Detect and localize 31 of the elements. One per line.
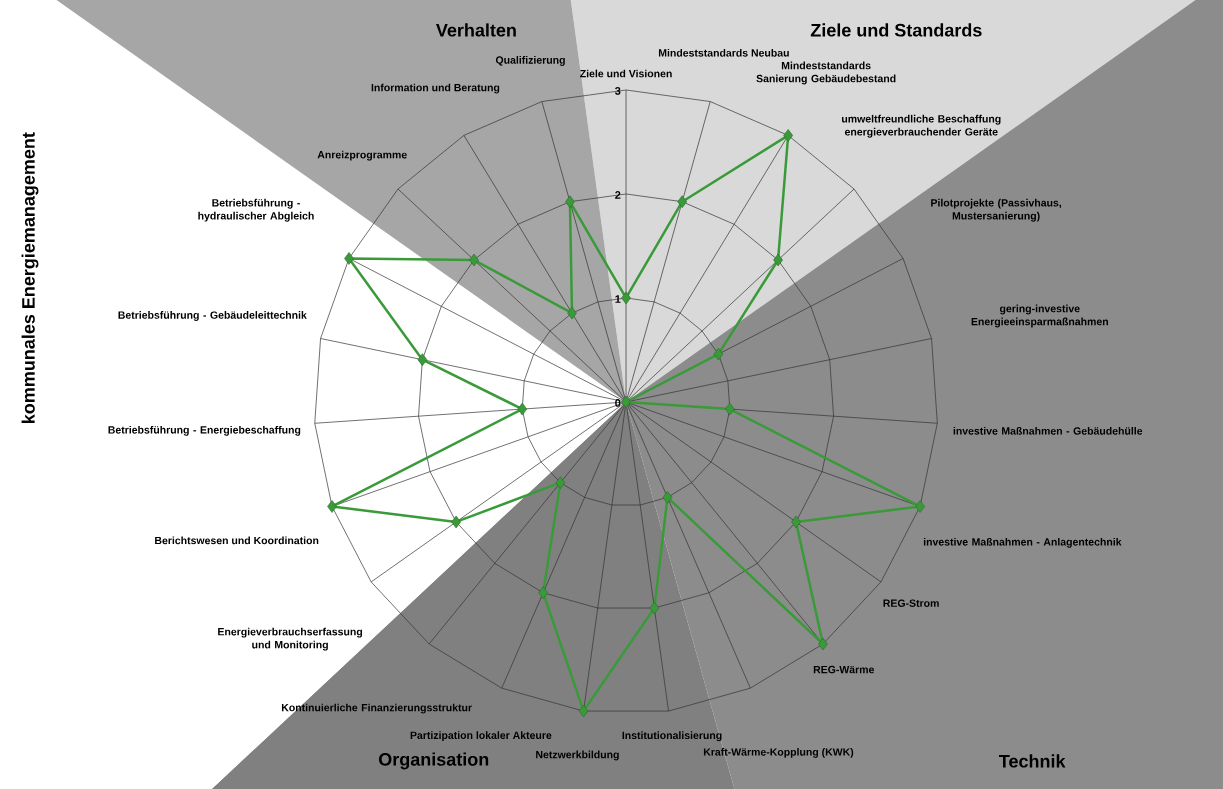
y-tick-label: 0: [615, 399, 621, 407]
spoke-label: REG-Strom: [883, 599, 939, 607]
spoke-label: Partizipation lokaler Akteure: [410, 731, 552, 742]
spoke-label: Berichtswesen und Koordination: [155, 536, 319, 545]
spoke-label: Anreizprogramme: [317, 150, 407, 161]
spoke-label: investive Maßnahmen - Gebäudehülle: [953, 426, 1143, 435]
spoke-label: Kraft-Wärme-Kopplung (KWK): [703, 747, 854, 758]
y-tick-label: 3: [614, 86, 621, 95]
spoke-label: Mindeststandards Neubau: [658, 48, 789, 57]
spoke-label: Qualifizierung: [495, 56, 565, 66]
spoke-label: REG-Wärme: [813, 665, 874, 674]
spoke-label: Mindeststandards Sanierung Gebäudebestand: [756, 61, 896, 85]
spoke-label: Institutionalisierung: [622, 731, 722, 742]
y-tick-label: 2: [615, 191, 621, 199]
spoke-label: investive Maßnahmen - Anlagentechnik: [923, 537, 1122, 548]
text: kommunales Energiemanagement: [21, 132, 39, 423]
spoke-label: Pilotprojekte (Passivhaus, Mustersanierung): [931, 198, 1062, 222]
text: Ziele und Standards: [810, 23, 982, 37]
spoke-label: Netzwerkbildung: [536, 750, 619, 761]
spoke-label: umweltfreundliche Beschaffung energieverbrauchender Geräte: [842, 114, 1001, 138]
spoke-label: Betriebsführung - Energiebeschaffung: [108, 425, 301, 436]
spoke-label: Energieverbrauchserfassung und Monitoring: [218, 627, 363, 651]
spoke-label: Betriebsführung - hydraulischer Abgleich: [198, 198, 314, 222]
spoke-label: Ziele und Visionen: [580, 69, 672, 78]
spoke-label: Betriebsführung - Gebäudeleittechnik: [118, 311, 307, 321]
spoke-label: gering-investive Energieeinsparmaßnahmen: [971, 304, 1108, 328]
text: Verhalten: [436, 23, 516, 37]
text: Technik: [999, 754, 1066, 768]
text: Organisation: [378, 752, 489, 770]
spoke-label: Information und Beratung: [371, 83, 500, 94]
y-tick-label: 1: [615, 295, 621, 303]
